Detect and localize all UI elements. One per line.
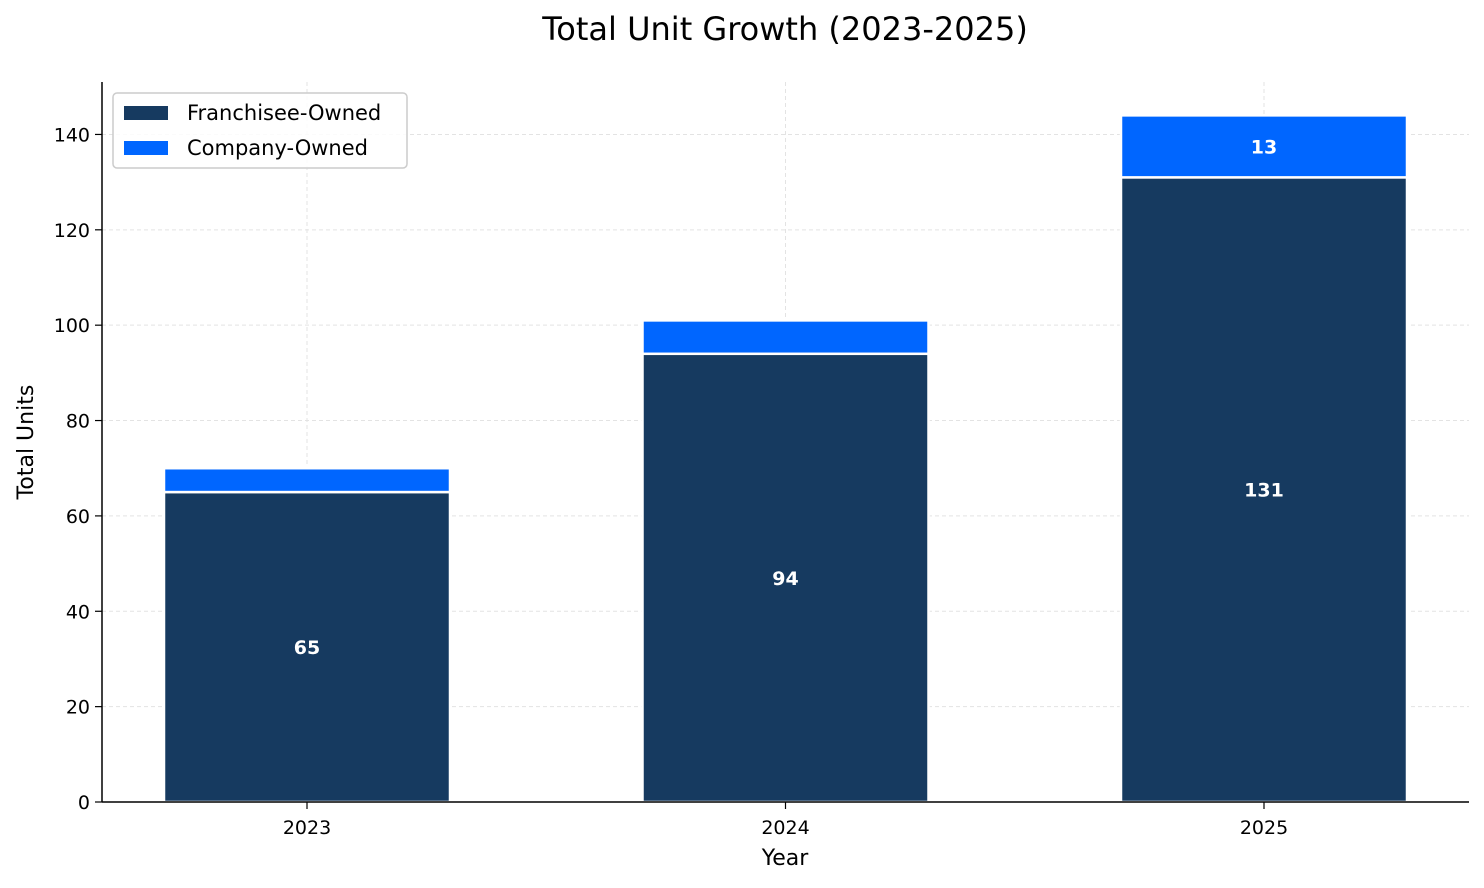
bar-franchisee-owned xyxy=(1119,176,1409,804)
y-tick-label: 140 xyxy=(54,124,90,146)
bar-company-owned xyxy=(1119,114,1409,179)
value-labels-group: 65 94 131 13 xyxy=(294,136,1284,659)
bar-company-owned xyxy=(641,319,930,356)
legend-swatch-franchisee xyxy=(124,106,168,120)
chart-title: Total Unit Growth (2023-2025) xyxy=(541,10,1028,48)
axes-group: 0 20 40 60 80 100 120 140 2023 2024 2025 xyxy=(54,82,1469,839)
bar-company-owned xyxy=(162,466,452,494)
bar-value-label: 131 xyxy=(1244,480,1284,502)
x-axis-label: Year xyxy=(761,846,810,871)
legend-label-company: Company-Owned xyxy=(187,136,368,160)
legend: Franchisee-Owned Company-Owned xyxy=(112,92,408,169)
bar-value-label: 94 xyxy=(772,568,798,590)
y-tick-label: 20 xyxy=(66,697,90,719)
y-axis-label: Total Units xyxy=(14,385,39,501)
bar-franchisee-owned xyxy=(641,352,930,804)
x-tick-label: 2023 xyxy=(283,817,331,839)
bar-value-label: 13 xyxy=(1251,136,1277,158)
y-tick-label: 120 xyxy=(54,220,90,242)
y-tick-label: 100 xyxy=(54,315,90,337)
y-tick-label: 0 xyxy=(78,792,90,814)
legend-swatch-company xyxy=(124,141,168,155)
legend-label-franchisee: Franchisee-Owned xyxy=(187,101,381,125)
y-tick-label: 80 xyxy=(66,411,90,433)
bar-franchisee-owned xyxy=(162,490,452,804)
bars-group xyxy=(162,114,1409,804)
x-tick-label: 2025 xyxy=(1240,817,1288,839)
y-tick-label: 60 xyxy=(66,506,90,528)
x-tick-label: 2024 xyxy=(761,817,809,839)
y-tick-label: 40 xyxy=(66,601,90,623)
legend-box xyxy=(112,92,408,169)
bar-value-label: 65 xyxy=(294,637,320,659)
